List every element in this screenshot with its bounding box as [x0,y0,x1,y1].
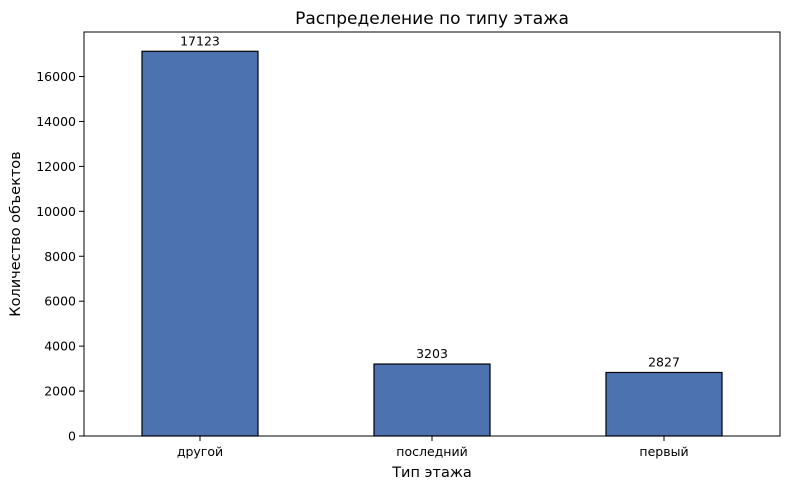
y-tick-label: 6000 [44,294,76,309]
y-tick-label: 0 [68,429,76,444]
data-label: 3203 [416,346,448,361]
plot-frame [83,31,781,437]
bar [141,50,259,437]
x-tick-label: первый [639,444,688,459]
bar [605,371,723,437]
y-axis-label: Количество объектов [8,151,24,316]
y-tick-label: 8000 [44,249,76,264]
plot-area: 0 2000 4000 6000 8000 10000 12000 14000 16000 дру… [36,31,781,459]
y-tick-label: 10000 [36,204,76,219]
y-tick-label: 2000 [44,384,76,399]
y-tick-label: 12000 [36,159,76,174]
bar [373,363,491,437]
y-tick-label: 4000 [44,339,76,354]
y-tick-label: 16000 [36,69,76,84]
x-tick-label: последний [396,444,467,459]
x-axis-label: Тип этажа [391,465,472,481]
data-label: 2827 [648,354,680,369]
chart-title: Распределение по типу этажа [295,9,569,29]
data-label: 17123 [180,33,220,48]
x-tick-label: другой [177,444,223,459]
y-tick-label: 14000 [36,114,76,129]
